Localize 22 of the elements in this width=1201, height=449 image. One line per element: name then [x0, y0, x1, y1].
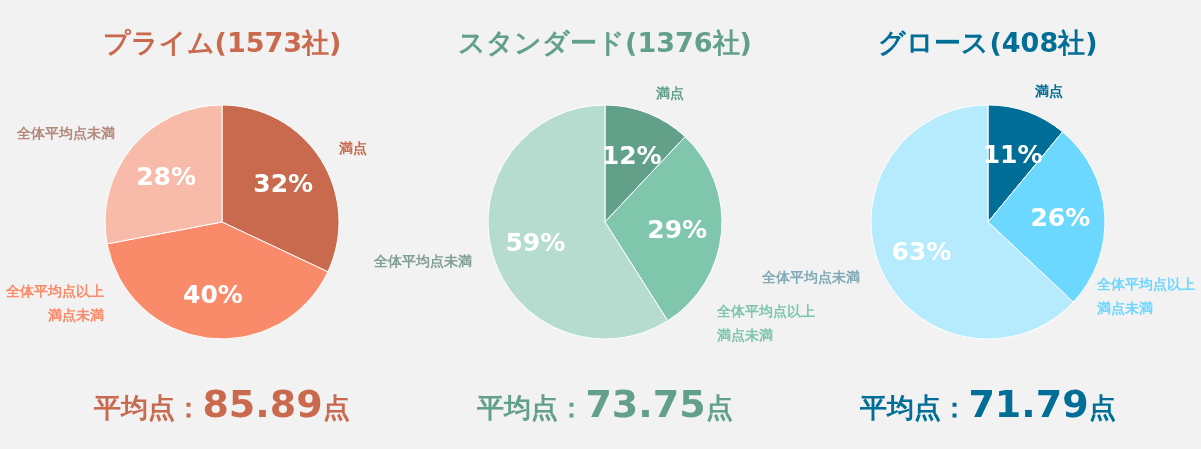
- slice-label: 満点: [1034, 83, 1064, 100]
- slice-label: 満点: [338, 139, 368, 156]
- text: 平均点：85.89点: [93, 382, 350, 426]
- chart-title: スタンダード(1376社): [458, 27, 752, 58]
- data-label: 40%: [182, 279, 243, 309]
- data-label: 29%: [647, 214, 708, 244]
- slice-label: 全体平均点以上満点未満: [1096, 275, 1195, 316]
- data-label: 28%: [136, 161, 197, 191]
- chart-title: プライム(1573社): [102, 27, 342, 58]
- data-label: 59%: [505, 228, 566, 258]
- slice-label: 全体平均点以上満点未満: [5, 282, 104, 323]
- data-label: 32%: [253, 169, 314, 199]
- slice-label: 全体平均点未満: [372, 252, 472, 269]
- slice-label: 全体平均点未満: [15, 125, 115, 142]
- slice-label: 全体平均点未満: [761, 269, 861, 286]
- chart-title: グロース(408社): [878, 27, 1098, 58]
- slice-label: 全体平均点以上満点未満: [716, 302, 816, 343]
- data-label: 63%: [891, 236, 952, 266]
- text: 平均点：73.75点: [476, 382, 733, 426]
- data-label: 26%: [1030, 203, 1091, 233]
- text: 平均点：71.79点: [859, 382, 1116, 426]
- slice-label: 満点: [655, 84, 685, 101]
